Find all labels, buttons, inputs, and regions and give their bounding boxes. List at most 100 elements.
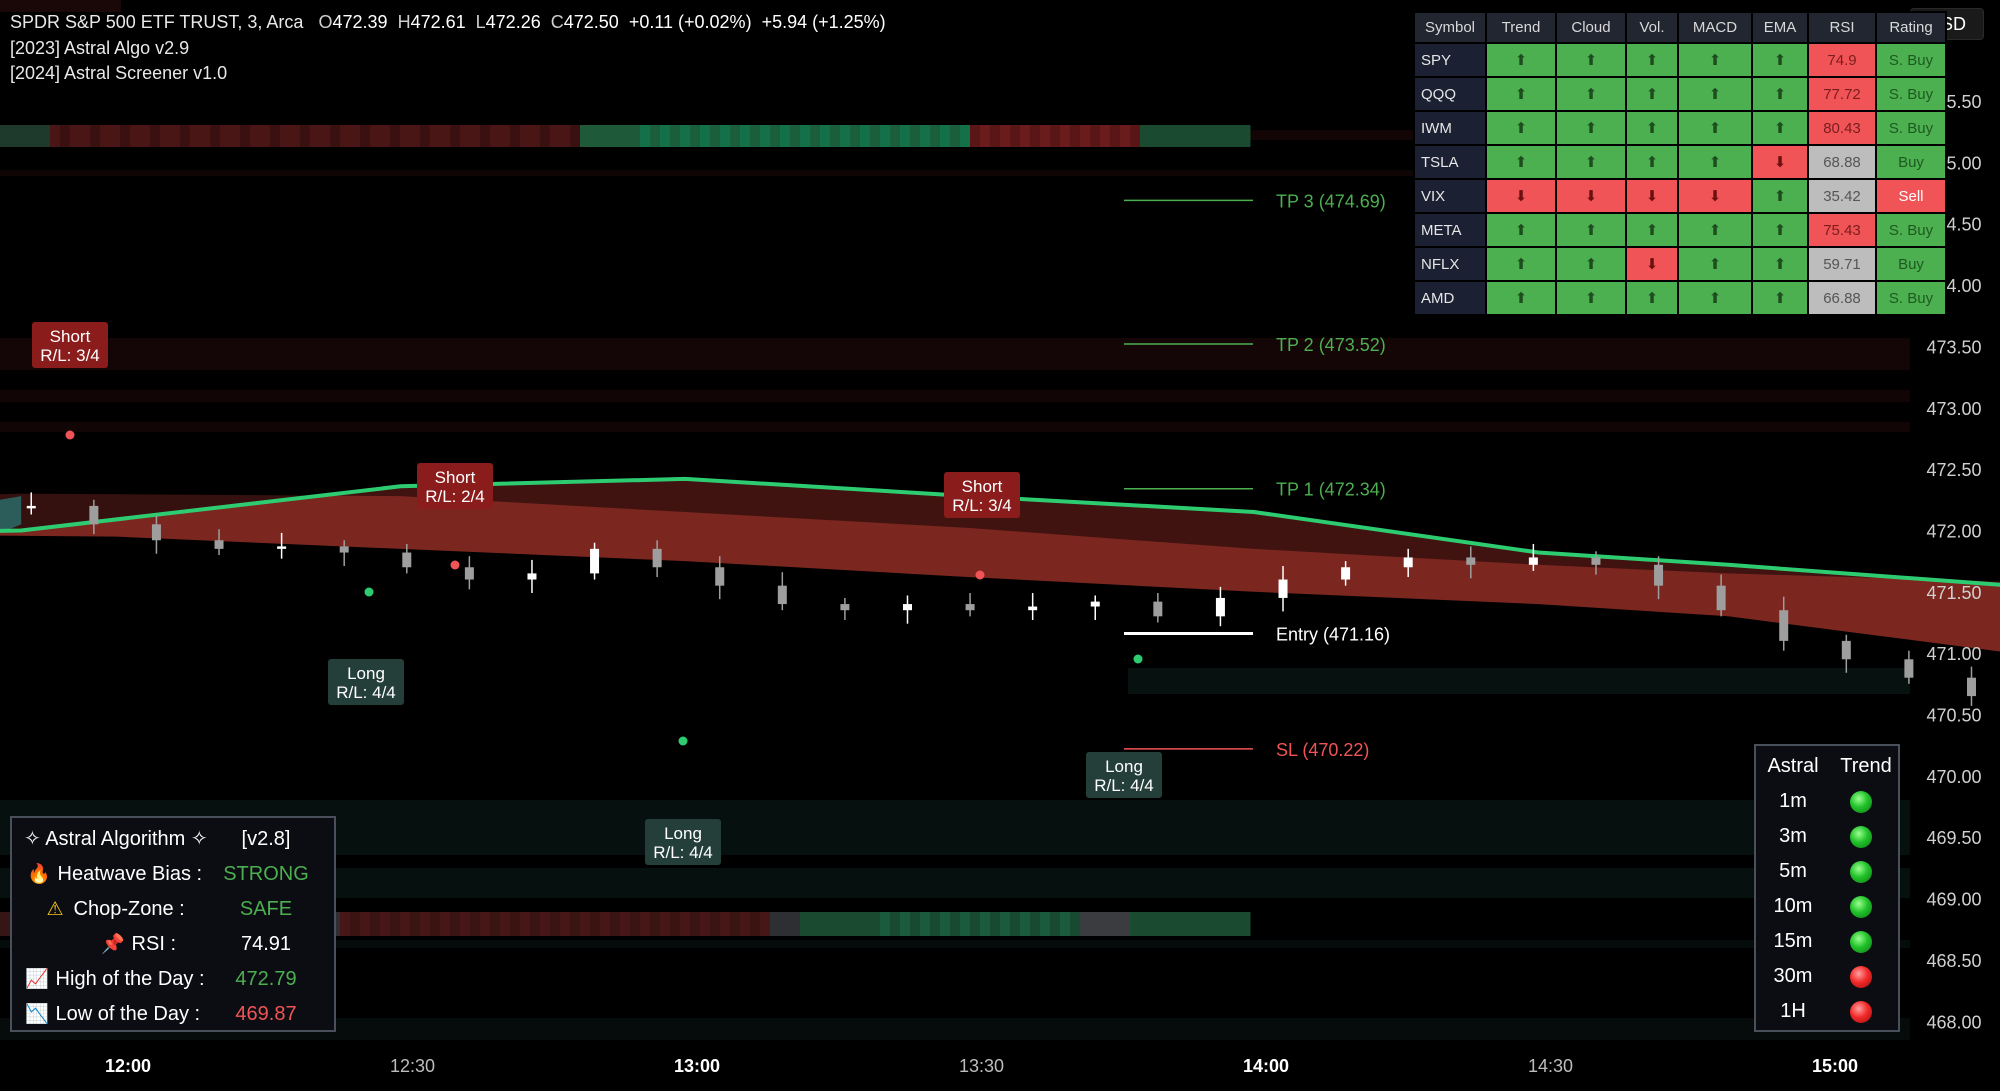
time-tick-label: 13:00 <box>674 1056 720 1076</box>
heat-cell <box>1210 912 1221 936</box>
heat-cell <box>180 125 191 147</box>
info-label-text: RSI : <box>126 933 177 955</box>
heat-cell <box>1230 912 1241 936</box>
time-axis-bg <box>0 1047 2000 1086</box>
background-band <box>0 940 1910 948</box>
heat-cell <box>650 912 661 936</box>
heat-cell <box>140 125 151 147</box>
heat-cell <box>80 125 91 147</box>
time-axis: 12:0012:3013:0013:3014:0014:3015:0015:30… <box>105 1056 1858 1076</box>
heat-cell <box>1130 912 1141 936</box>
heat-cell <box>1200 125 1211 147</box>
candle-body <box>715 567 725 586</box>
heat-cell <box>970 912 981 936</box>
heat-cell <box>1100 125 1111 147</box>
heat-cell <box>50 125 61 147</box>
info-label: ⚠ Chop-Zone : <box>42 892 184 927</box>
heat-cell <box>640 912 651 936</box>
screener-symbol: IWM <box>1415 112 1485 144</box>
heat-cell <box>800 912 811 936</box>
info-label: 📌 RSI : <box>100 927 176 962</box>
heatwave-strip-top <box>0 125 1251 147</box>
heat-cell <box>1100 912 1111 936</box>
heat-cell <box>960 125 971 147</box>
candle-body <box>1966 677 1976 697</box>
indicator-legend-astral-algo[interactable]: [2023] Astral Algo v2.9 <box>10 38 190 58</box>
arrow-up-icon: ⬆ <box>1753 78 1807 110</box>
signal-type: Short <box>435 468 476 487</box>
screener-symbol: AMD <box>1415 282 1485 314</box>
candle-body <box>1278 579 1288 598</box>
candle-body <box>1403 557 1413 568</box>
heat-cell <box>800 125 811 147</box>
signal-label-box <box>645 819 721 865</box>
info-version: [v2.8] <box>241 828 291 850</box>
candle-body <box>652 548 662 568</box>
heat-cell <box>690 125 701 147</box>
candle-body <box>1341 567 1351 580</box>
open-value: 472.39 <box>332 12 388 32</box>
heat-cell <box>600 912 611 936</box>
screener-symbol: SPY <box>1415 44 1485 76</box>
price-tick-label: 470.00 <box>1926 767 1981 787</box>
candle-body <box>1090 601 1100 607</box>
heat-cell <box>790 912 801 936</box>
info-row: 📉 Low of the Day : 469.87 <box>12 997 334 1031</box>
arrow-up-icon: ⬆ <box>1679 282 1751 314</box>
heat-cell <box>1050 125 1061 147</box>
heat-cell <box>370 912 381 936</box>
indicator-legend-astral-screener[interactable]: [2024] Astral Screener v1.0 <box>10 63 228 83</box>
heat-cell <box>310 125 321 147</box>
screener-rating: S. Buy <box>1877 78 1945 110</box>
arrow-down-icon: ⬇ <box>1557 180 1625 212</box>
heat-cell <box>1050 912 1061 936</box>
candle-body <box>1904 659 1914 678</box>
heat-cell <box>340 125 351 147</box>
mtf-row: 30m <box>1756 959 1898 994</box>
time-tick-label: 15:00 <box>1812 1056 1858 1076</box>
candle-body <box>1841 640 1851 660</box>
arrow-up-icon: ⬆ <box>1557 248 1625 280</box>
green-dot-icon <box>1850 826 1872 848</box>
heat-cell <box>630 912 641 936</box>
candle-body <box>777 585 787 605</box>
candle-body <box>1028 606 1038 611</box>
heat-cell <box>870 912 881 936</box>
arrow-down-icon: ⬇ <box>1627 248 1677 280</box>
level-label: SL (470.22) <box>1276 740 1369 760</box>
heat-cell <box>90 125 101 147</box>
heat-cell <box>1070 125 1081 147</box>
heat-cell <box>410 125 421 147</box>
arrow-up-icon: ⬆ <box>1753 112 1807 144</box>
heat-cell <box>1060 912 1071 936</box>
price-tick-label: 473.00 <box>1926 399 1981 419</box>
high-label: H <box>397 12 411 32</box>
heat-cell <box>1000 912 1011 936</box>
candle-body <box>1153 601 1163 617</box>
heat-cell <box>1160 912 1171 936</box>
heat-cell <box>330 125 341 147</box>
symbol-legend[interactable]: SPDR S&P 500 ETF TRUST, 3, Arca O472.39 … <box>10 12 886 33</box>
candles-group <box>26 492 1976 706</box>
candle-body <box>965 604 975 611</box>
heat-cell <box>780 125 791 147</box>
screener-header-symbol: Symbol <box>1415 13 1485 42</box>
info-value: 472.79 <box>235 968 297 990</box>
candle-body <box>527 573 537 580</box>
arrow-up-icon: ⬆ <box>1627 44 1677 76</box>
heat-cell <box>340 912 351 936</box>
signal-label-box <box>944 472 1020 518</box>
heat-cell <box>60 125 71 147</box>
heat-cell <box>30 125 41 147</box>
heat-cell <box>430 125 441 147</box>
heat-cell <box>770 125 781 147</box>
heat-cell <box>230 125 241 147</box>
arrow-up-icon: ⬆ <box>1753 44 1807 76</box>
candle-body <box>1779 610 1789 641</box>
heat-cell <box>960 912 971 936</box>
time-tick-label: 14:30 <box>1528 1056 1573 1076</box>
heat-cell <box>710 912 721 936</box>
heat-cell <box>730 125 741 147</box>
